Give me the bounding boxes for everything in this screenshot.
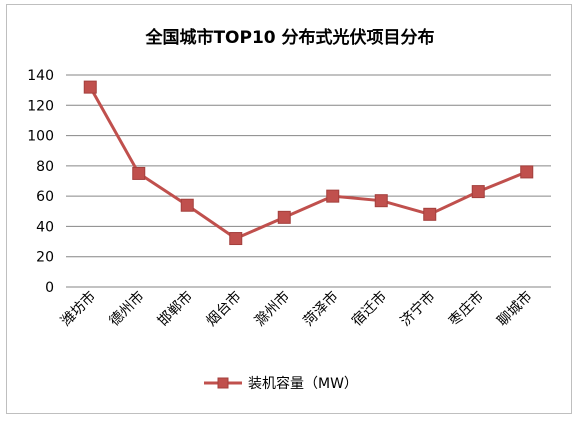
series-layer — [83, 80, 534, 246]
x-category-label: 济宁市 — [397, 288, 439, 330]
chart-frame — [6, 4, 572, 414]
y-tick-label: 20 — [36, 250, 54, 266]
y-axis-ticks: 0 20 40 60 80 100 120 140 — [27, 68, 54, 296]
x-category-label: 宿迁市 — [348, 288, 390, 330]
x-category-label: 枣庄市 — [445, 288, 487, 330]
data-point-marker — [520, 165, 534, 179]
data-point-marker — [326, 189, 340, 203]
data-point-marker — [374, 194, 388, 208]
data-point-marker — [229, 232, 243, 246]
y-tick-label: 140 — [27, 68, 54, 84]
x-category-label: 德州市 — [106, 288, 148, 330]
chart-title: 全国城市TOP10 分布式光伏项目分布 — [144, 27, 434, 48]
x-category-label: 邯郸市 — [154, 288, 196, 330]
legend-marker — [217, 377, 229, 389]
x-category-label: 潍坊市 — [57, 288, 99, 330]
x-category-label: 聊城市 — [494, 288, 536, 330]
data-point-marker — [277, 210, 291, 224]
y-tick-label: 60 — [36, 189, 54, 205]
series-line — [88, 86, 528, 241]
data-point-marker — [180, 198, 194, 212]
data-point-marker — [471, 185, 485, 199]
legend: 装机容量（MW） — [204, 375, 358, 392]
y-tick-label: 0 — [45, 280, 54, 296]
legend-label: 装机容量（MW） — [248, 375, 358, 392]
y-tick-label: 80 — [36, 159, 54, 175]
x-category-label: 菏泽市 — [300, 288, 342, 330]
x-category-label: 烟台市 — [203, 288, 245, 330]
data-point-marker — [83, 80, 97, 94]
y-tick-label: 120 — [27, 98, 54, 114]
y-tick-label: 40 — [36, 219, 54, 235]
data-point-marker — [423, 207, 437, 221]
y-tick-label: 100 — [27, 129, 54, 145]
grid-lines — [66, 74, 551, 288]
data-point-marker — [132, 166, 146, 180]
x-axis-categories: 潍坊市 德州市 邯郸市 烟台市 滁州市 菏泽市 宿迁市 济宁市 枣庄市 聊城市 — [57, 288, 535, 330]
x-category-label: 滁州市 — [251, 288, 293, 330]
